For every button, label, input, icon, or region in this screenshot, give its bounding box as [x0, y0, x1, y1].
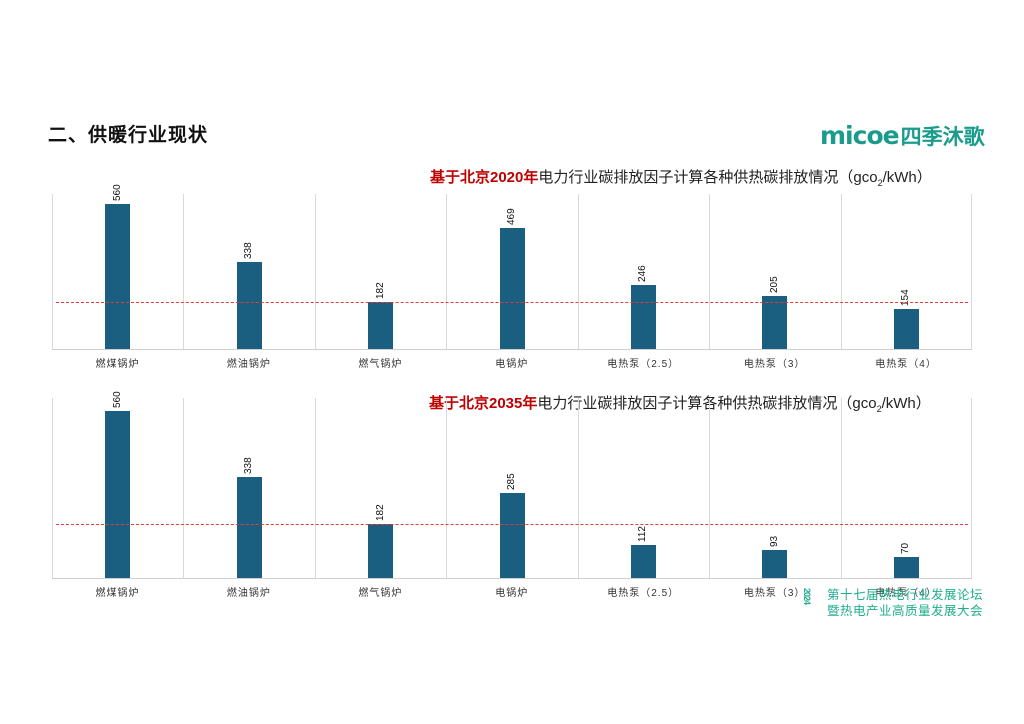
category-label: 燃气锅炉: [358, 588, 403, 599]
category-label: 电锅炉: [495, 359, 529, 370]
bar: [762, 550, 788, 578]
event-footer: 2024 第十七届热电行业发展论坛 暨热电产业高质量发展大会: [802, 587, 983, 619]
plot-area: 560 338 182 285 112 93 70: [52, 391, 972, 579]
reference-line: [56, 523, 968, 525]
bar: [893, 557, 919, 578]
category-divider: [446, 194, 448, 349]
category-label: 电热泵（3）: [743, 588, 806, 599]
category-label: 电热泵（2.5）: [607, 359, 680, 370]
category-divider: [446, 398, 448, 578]
bar: [368, 301, 394, 349]
bar-value-label: 469: [506, 208, 517, 225]
category-label: 电热泵（4）: [875, 359, 937, 370]
bar-value-label: 93: [768, 536, 780, 548]
chart-1-title-text: 电力行业碳排放因子计算各种供热碳排放情况（gco: [538, 169, 878, 186]
chart-1-title-highlight: 基于北京2020年: [430, 169, 539, 186]
category-label: 燃煤锅炉: [95, 588, 140, 599]
plot-right-border: [971, 194, 972, 349]
category-divider: [314, 194, 316, 349]
chart-2-title-highlight: 基于北京2035年: [429, 395, 538, 412]
event-line-2: 暨热电产业高质量发展大会: [827, 604, 984, 618]
logo-chinese-text: 四季沐歌: [900, 126, 985, 149]
category-divider: [314, 398, 316, 578]
brand-logo: micoe四季沐歌: [820, 121, 985, 151]
bar-value-label: 246: [637, 265, 649, 283]
category-label: 电热泵（3）: [743, 359, 806, 370]
category-divider: [183, 194, 185, 349]
bar-value-label: 560: [111, 184, 123, 202]
chart-1-title-sub: 2: [877, 178, 883, 188]
category-label: 燃煤锅炉: [95, 359, 140, 370]
bar: [105, 204, 131, 349]
chart-1-title-tail: /kWh）: [882, 169, 932, 186]
event-line-1: 第十七届热电行业发展论坛: [827, 588, 984, 602]
bar-value-label: 112: [637, 525, 649, 542]
bar-value-label: 338: [243, 241, 255, 259]
chart-1-title: 基于北京2020年电力行业碳排放因子计算各种供热碳排放情况（gco2/kWh）: [430, 166, 932, 188]
category-divider: [577, 194, 579, 349]
bar-value-label: 560: [111, 391, 123, 408]
category-divider: [709, 398, 711, 578]
category-label: 电锅炉: [495, 588, 529, 599]
bar: [368, 523, 394, 578]
bar-value-label: 70: [900, 543, 912, 555]
bar-value-label: 205: [768, 276, 780, 294]
plot-area: 560 338 182 469 246 205 154: [52, 185, 972, 350]
category-label: 燃气锅炉: [358, 359, 403, 370]
category-label: 电热泵（4）: [875, 588, 937, 599]
bar: [499, 493, 525, 578]
chart-2-title-text: 电力行业碳排放因子计算各种供热碳排放情况（gco: [537, 395, 877, 412]
bar-value-label: 182: [374, 504, 386, 521]
bar: [630, 544, 656, 578]
bar-value-label: 285: [506, 473, 517, 490]
page-title: 二、供暖行业现状: [48, 125, 209, 146]
logo-latin-text: micoe: [820, 121, 900, 150]
bar: [499, 227, 525, 349]
category-label: 电热泵（2.5）: [607, 588, 680, 599]
bar: [893, 309, 919, 349]
category-label: 燃油锅炉: [226, 588, 271, 599]
bar: [762, 296, 788, 349]
plot-left-border: [52, 398, 53, 578]
chart-2035: 560 338 182 285 112 93 70 燃煤锅炉 燃油锅炉 燃气锅炉 电锅炉 电热泵（2…: [52, 391, 972, 608]
category-label: 燃油锅炉: [226, 359, 271, 370]
plot-right-border: [971, 398, 972, 578]
category-divider: [840, 194, 842, 349]
chart-2-title-sub: 2: [876, 404, 882, 414]
event-year-mark: 2024: [802, 588, 824, 618]
chart-2-title: 基于北京2035年电力行业碳排放因子计算各种供热碳排放情况（gco2/kWh）: [429, 392, 931, 414]
reference-line: [56, 301, 968, 303]
bar: [236, 261, 262, 349]
category-divider: [577, 398, 579, 578]
bar: [630, 285, 656, 349]
category-divider: [840, 398, 842, 578]
category-divider: [709, 194, 711, 349]
bar: [236, 477, 262, 578]
category-divider: [183, 398, 185, 578]
bar-value-label: 154: [900, 289, 912, 307]
plot-left-border: [52, 194, 53, 349]
chart-2020: 560 338 182 469 246 205 154 燃煤锅炉 燃油锅炉 燃气锅炉 电锅炉 电热泵…: [52, 185, 972, 374]
chart-2-title-tail: /kWh）: [881, 395, 931, 412]
bar-value-label: 182: [374, 282, 386, 299]
bar-value-label: 338: [243, 457, 255, 475]
event-year-text: 2024: [802, 588, 812, 605]
bar: [105, 411, 131, 578]
